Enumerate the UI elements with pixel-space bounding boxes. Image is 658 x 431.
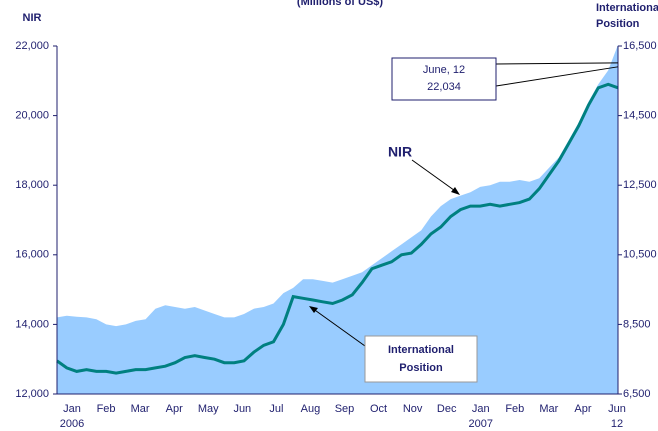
- x-tick-label: Sep: [335, 403, 355, 415]
- y-tick-label: 16,000: [15, 249, 49, 261]
- nir-label: NIR: [388, 144, 412, 160]
- x-tick-label: Dec: [437, 403, 457, 415]
- x-tick-sublabel: 2007: [469, 418, 493, 430]
- x-tick-label: Jun: [233, 403, 251, 415]
- x-tick-label: Apr: [574, 403, 591, 415]
- ip-arrowhead: [309, 306, 318, 313]
- x-tick-label: Aug: [301, 403, 321, 415]
- nir-arrowhead: [451, 187, 460, 195]
- ip-box: [364, 335, 478, 383]
- y2-tick-label: 8,500: [623, 318, 651, 330]
- x-tick-label: Apr: [166, 403, 183, 415]
- x-tick-label: May: [198, 403, 219, 415]
- y2-axis-label: Position: [596, 18, 640, 30]
- y-tick-label: 14,000: [15, 318, 49, 330]
- y2-tick-label: 14,500: [623, 110, 657, 122]
- x-tick-sublabel: 2006: [60, 418, 84, 430]
- x-tick-label: Nov: [403, 403, 423, 415]
- x-tick-label: Jul: [269, 403, 283, 415]
- callout-line: [495, 62, 619, 65]
- callout-line: [495, 66, 619, 87]
- x-tick-label: Mar: [539, 403, 558, 415]
- x-tick-label: Mar: [131, 403, 150, 415]
- y-tick-label: 12,000: [15, 388, 49, 400]
- nir-area: [57, 44, 618, 395]
- x-tick-label: Feb: [97, 403, 116, 415]
- y2-tick-label: 12,500: [623, 179, 657, 191]
- chart-title: (Millions of US$): [297, 0, 384, 8]
- y2-tick-label: 10,500: [623, 249, 657, 261]
- nir-arrow: [411, 159, 459, 194]
- x-tick-label: Jan: [63, 403, 81, 415]
- y2-tick-label: 16,500: [623, 40, 657, 52]
- y-tick-label: 22,000: [15, 40, 49, 52]
- y2-axis-label: International: [596, 2, 658, 14]
- x-tick-label: Feb: [505, 403, 524, 415]
- y-tick-label: 20,000: [15, 110, 49, 122]
- international-position-line: [56, 82, 619, 375]
- y-tick-label: 18,000: [15, 179, 49, 191]
- x-tick-label: Oct: [370, 403, 387, 415]
- x-tick-label: Jun: [608, 403, 626, 415]
- ip-label-line: Position: [399, 362, 443, 374]
- callout-text: June, 12: [423, 64, 465, 76]
- y-axis-label: NIR: [23, 12, 42, 24]
- y2-tick-label: 6,500: [623, 388, 651, 400]
- ip-label-line: International: [388, 344, 454, 356]
- ip-arrow: [311, 307, 366, 347]
- x-tick-label: Jan: [472, 403, 490, 415]
- ip-label: International Position: [388, 344, 454, 374]
- callout-text: 22,034: [427, 81, 461, 93]
- x-tick-sublabel: 12: [611, 418, 623, 430]
- callout-box: [391, 57, 497, 101]
